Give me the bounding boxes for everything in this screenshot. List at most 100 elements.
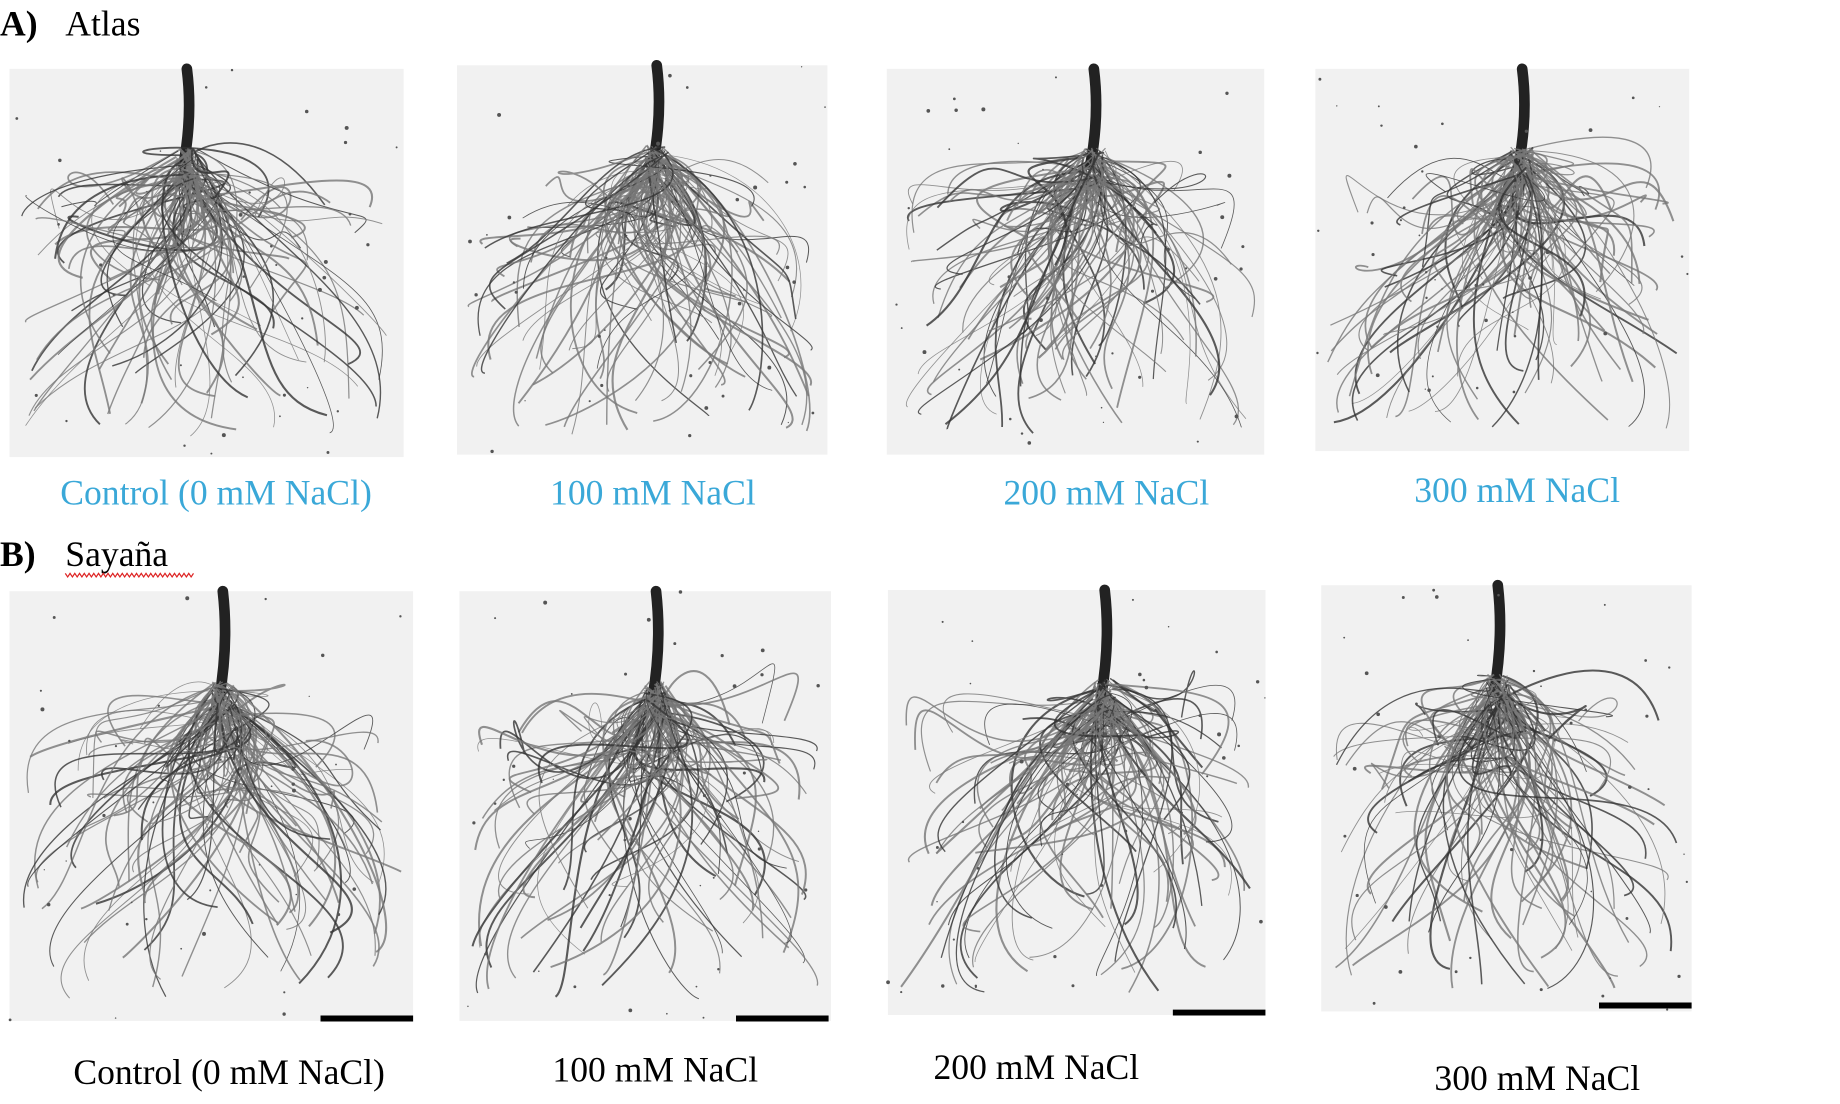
root-strand xyxy=(193,687,374,885)
root-strand xyxy=(1037,151,1138,358)
root-strand xyxy=(911,150,1084,233)
root-strand xyxy=(1513,162,1534,336)
root-strand xyxy=(929,687,1100,794)
debris xyxy=(247,743,249,745)
debris xyxy=(65,419,68,423)
debris xyxy=(1124,829,1128,833)
debris xyxy=(283,991,286,994)
root-strand xyxy=(1105,157,1205,290)
debris xyxy=(1196,440,1199,443)
debris xyxy=(468,239,472,244)
debris xyxy=(185,596,190,601)
debris xyxy=(1099,740,1103,745)
debris xyxy=(543,600,548,605)
debris xyxy=(668,73,672,78)
root-strand xyxy=(41,684,221,910)
debris xyxy=(474,293,478,297)
root-strand xyxy=(148,147,217,429)
debris xyxy=(1383,905,1388,909)
root-strand xyxy=(563,151,700,428)
debris xyxy=(275,263,278,267)
debris xyxy=(1425,271,1428,274)
debris xyxy=(34,393,38,397)
root-strand xyxy=(925,171,1085,327)
debris xyxy=(948,148,951,151)
debris xyxy=(493,802,497,805)
debris xyxy=(335,763,337,766)
root-strand xyxy=(647,175,678,344)
debris xyxy=(1372,1001,1376,1005)
debris xyxy=(1377,105,1380,108)
image-caption: 300 mM NaCl xyxy=(1434,1058,1640,1098)
root-strand xyxy=(623,692,734,901)
debris xyxy=(203,205,206,208)
debris xyxy=(102,813,106,818)
root-strand xyxy=(611,167,672,431)
root-strand xyxy=(142,173,222,358)
debris xyxy=(202,931,206,936)
debris xyxy=(708,360,712,364)
root-strand xyxy=(151,167,281,397)
root-strand xyxy=(525,708,669,849)
root-strand xyxy=(605,695,721,974)
debris xyxy=(757,847,761,851)
debris xyxy=(753,185,758,190)
root-strand xyxy=(1060,707,1108,813)
debris xyxy=(816,684,820,688)
root-strand xyxy=(1050,164,1085,394)
root-strand xyxy=(1491,154,1553,270)
debris xyxy=(1532,669,1536,673)
debris xyxy=(291,767,295,771)
debris xyxy=(941,984,945,988)
debris xyxy=(1352,766,1357,771)
debris xyxy=(238,212,243,217)
debris xyxy=(1500,731,1504,736)
root-strand xyxy=(229,708,331,840)
debris xyxy=(666,1012,668,1015)
debris xyxy=(1683,853,1685,855)
debris xyxy=(1434,278,1436,281)
root-strand xyxy=(166,697,292,926)
debris xyxy=(1063,733,1066,736)
image-caption: 100 mM NaCl xyxy=(550,473,756,513)
root-strand xyxy=(1509,160,1675,222)
debris xyxy=(1198,714,1202,717)
debris xyxy=(114,1017,117,1019)
debris xyxy=(43,869,45,871)
debris xyxy=(321,653,325,658)
debris xyxy=(976,867,980,870)
root-strand xyxy=(920,696,1104,772)
root-strand xyxy=(467,157,668,308)
root-strand xyxy=(602,695,677,974)
root-strand xyxy=(508,690,662,794)
debris xyxy=(502,778,505,781)
debris xyxy=(1318,77,1322,81)
root-strand xyxy=(615,172,780,255)
root-strand xyxy=(664,162,797,320)
root-strand xyxy=(1483,697,1567,959)
root-strand xyxy=(496,168,650,278)
root-strand xyxy=(1100,705,1145,976)
debris xyxy=(467,1005,469,1008)
root-strand xyxy=(149,683,250,980)
root-strand xyxy=(1499,681,1618,722)
debris xyxy=(242,275,246,278)
debris xyxy=(600,383,604,388)
panel: A) Atlas Control (0 mM NaCl) 100 mM NaCl 200… xyxy=(0,4,1690,513)
debris xyxy=(157,704,160,707)
root-strand xyxy=(1097,705,1206,968)
root-strand xyxy=(1498,166,1586,317)
debris xyxy=(1431,375,1434,378)
root-strand xyxy=(1091,178,1200,282)
root-strand xyxy=(532,699,663,973)
root-strand xyxy=(1462,677,1614,718)
debris xyxy=(1027,441,1032,445)
debris xyxy=(952,938,955,941)
debris xyxy=(1631,96,1635,100)
debris xyxy=(354,305,359,310)
taproot xyxy=(1488,579,1506,698)
debris xyxy=(130,901,133,904)
root-strand xyxy=(1335,682,1488,969)
root-strand xyxy=(180,176,383,225)
debris xyxy=(767,365,772,370)
